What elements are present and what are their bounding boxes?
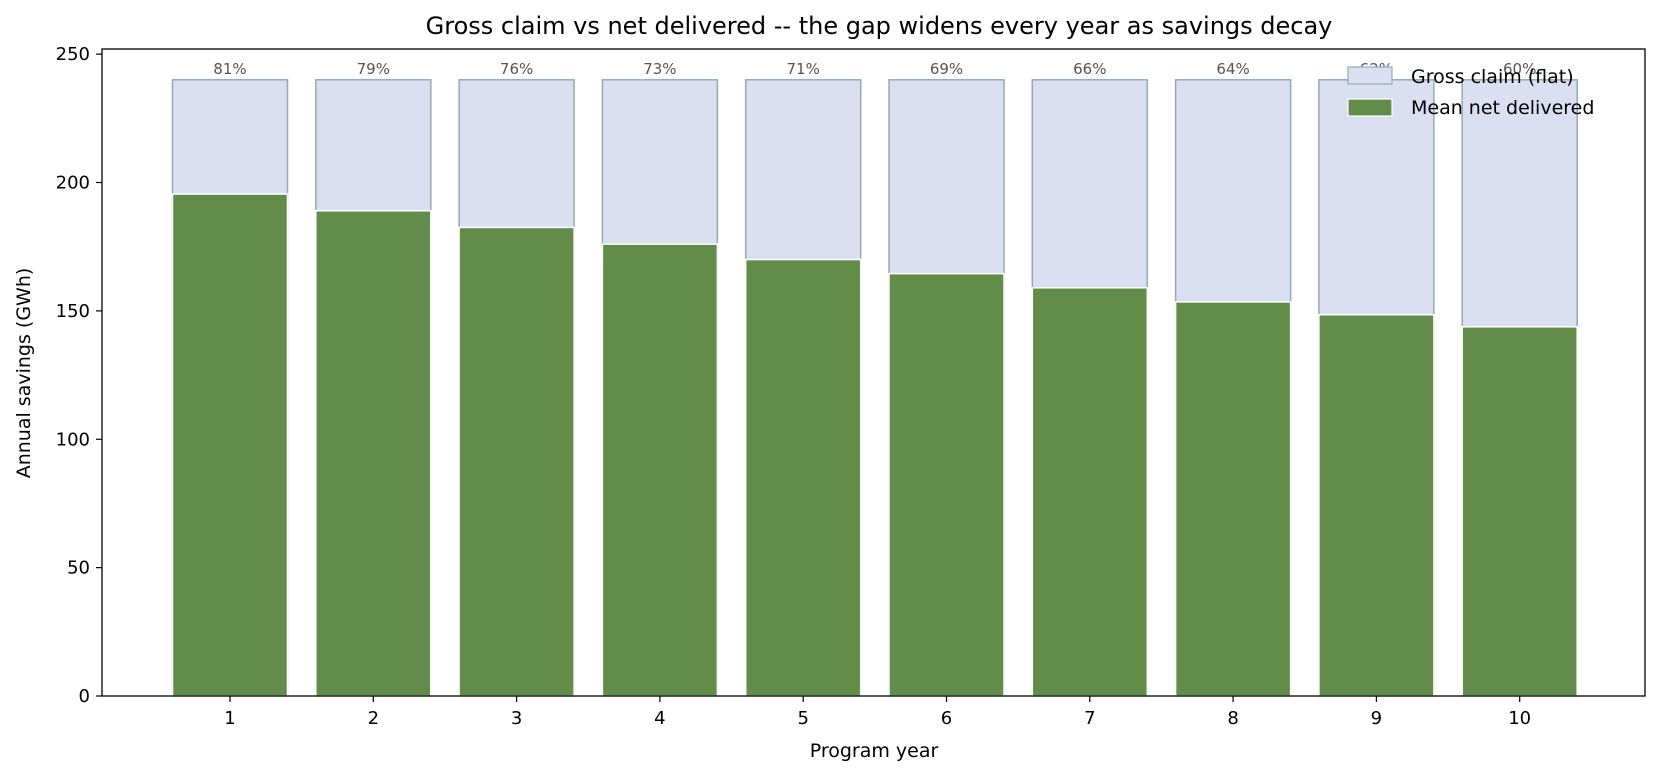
legend-swatch-net — [1347, 98, 1393, 117]
y-tick-label-150: 150 — [56, 301, 90, 322]
bar-net-year-1 — [171, 193, 289, 697]
data-label-year-4: 73% — [643, 60, 676, 78]
data-labels-group: 81%79%76%73%71%69%66%64%62%60% — [213, 60, 1536, 78]
legend: Gross claim (flat) Mean net delivered — [1347, 66, 1594, 119]
bar-net-year-8 — [1174, 301, 1292, 697]
bar-net-year-10 — [1461, 326, 1578, 697]
y-ticks-group: 0 50 100 150 200 250 — [56, 44, 102, 707]
legend-label-gross: Gross claim (flat) — [1411, 66, 1574, 88]
y-tick-label-0: 0 — [79, 686, 90, 707]
x-tick-label-3: 3 — [511, 708, 522, 729]
x-axis-label: Program year — [810, 740, 939, 762]
bar-net-year-4 — [601, 243, 719, 697]
data-label-year-7: 66% — [1073, 60, 1106, 78]
bar-net-year-7 — [1031, 287, 1149, 697]
x-tick-label-6: 6 — [941, 708, 952, 729]
data-label-year-3: 76% — [500, 60, 533, 78]
data-label-year-5: 71% — [787, 60, 820, 78]
x-tick-label-7: 7 — [1084, 708, 1095, 729]
axes-group — [101, 48, 1646, 697]
bar-net-year-3 — [458, 226, 575, 697]
x-tick-label-4: 4 — [654, 708, 665, 729]
legend-label-net: Mean net delivered — [1411, 97, 1594, 119]
y-tick-label-100: 100 — [56, 429, 90, 450]
x-tick-label-2: 2 — [368, 708, 379, 729]
bar-net-year-9 — [1318, 313, 1435, 697]
legend-swatch-gross — [1347, 66, 1393, 85]
x-ticks-group: 1 2 3 4 5 6 7 8 9 10 — [224, 696, 1531, 729]
bar-net-year-2 — [315, 210, 432, 697]
chart-title: Gross claim vs net delivered -- the gap … — [426, 12, 1333, 40]
bar-net-year-5 — [744, 258, 862, 697]
x-tick-label-1: 1 — [224, 708, 235, 729]
y-axis-label: Annual savings (GWh) — [13, 268, 35, 479]
plot-frame — [101, 48, 1646, 697]
data-label-year-6: 69% — [930, 60, 963, 78]
y-tick-label-250: 250 — [56, 44, 90, 65]
data-label-year-10: 60% — [1503, 60, 1536, 78]
x-tick-label-9: 9 — [1371, 708, 1382, 729]
y-tick-label-50: 50 — [67, 558, 90, 579]
data-label-year-1: 81% — [213, 60, 246, 78]
bars-group — [171, 79, 1578, 697]
data-label-year-8: 64% — [1216, 60, 1249, 78]
bar-net-year-6 — [888, 272, 1005, 697]
x-tick-label-10: 10 — [1508, 708, 1531, 729]
x-tick-label-8: 8 — [1227, 708, 1238, 729]
x-tick-label-5: 5 — [797, 708, 808, 729]
data-label-year-2: 79% — [357, 60, 390, 78]
y-tick-label-200: 200 — [56, 173, 90, 194]
